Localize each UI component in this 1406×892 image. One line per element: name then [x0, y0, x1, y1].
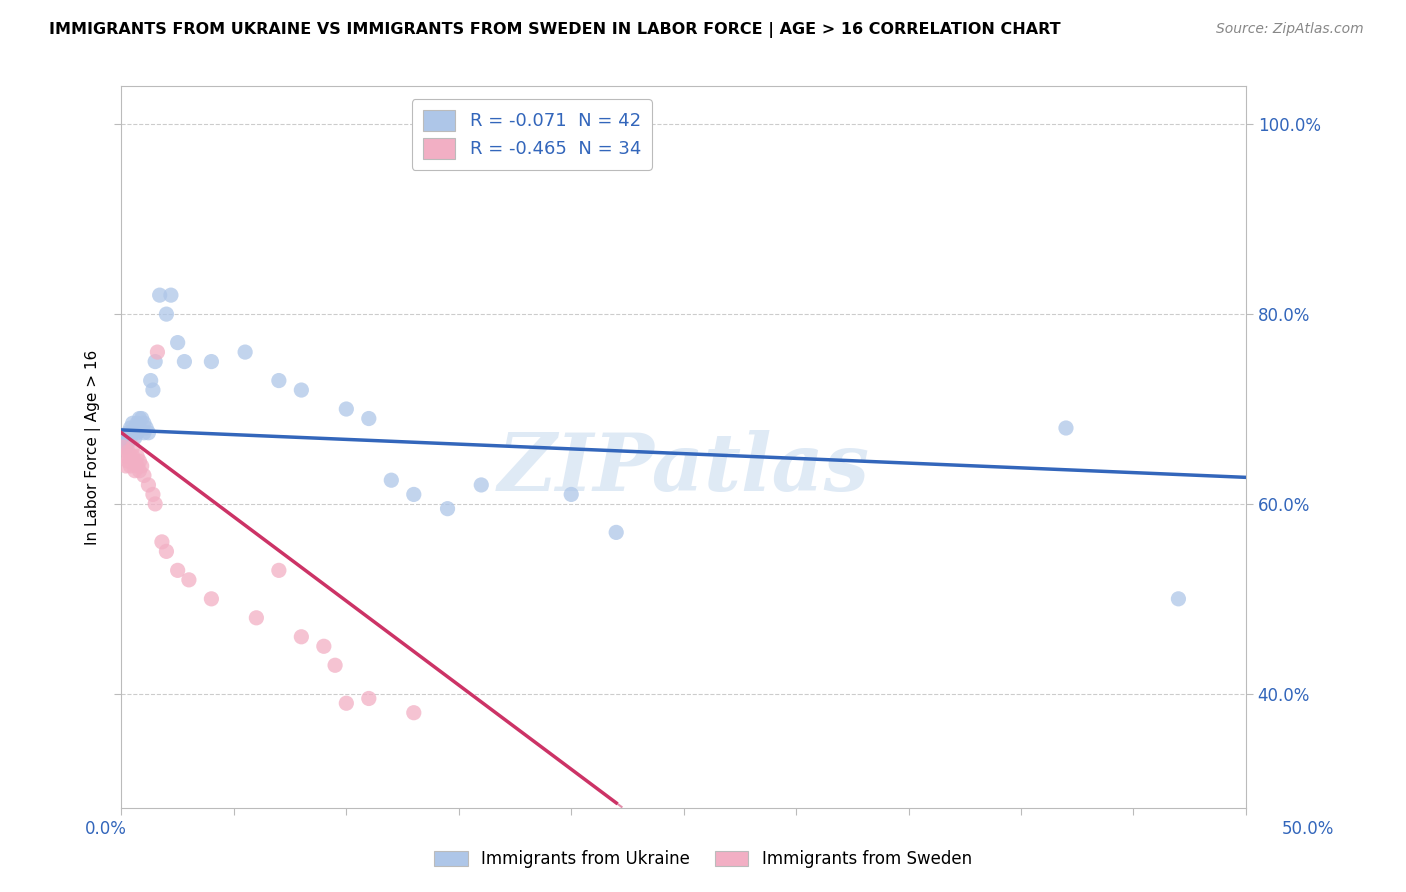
Point: [267, 374, 290, 388]
Point: [357, 411, 380, 425]
Text: 50.0%: 50.0%: [1281, 820, 1334, 838]
Point: [139, 374, 162, 388]
Point: [117, 425, 139, 440]
Point: [200, 591, 222, 606]
Point: [150, 534, 173, 549]
Point: [1054, 421, 1077, 435]
Point: [117, 435, 139, 450]
Point: [470, 478, 492, 492]
Point: [115, 430, 138, 444]
Point: [245, 611, 267, 625]
Point: [128, 464, 150, 478]
Point: [124, 454, 146, 468]
Point: [357, 691, 380, 706]
Point: [1167, 591, 1189, 606]
Point: [166, 335, 188, 350]
Point: [121, 425, 143, 440]
Point: [127, 450, 149, 464]
Point: [132, 417, 155, 431]
Point: [131, 411, 153, 425]
Point: [124, 464, 146, 478]
Point: [146, 345, 169, 359]
Point: [560, 487, 582, 501]
Point: [177, 573, 200, 587]
Point: [143, 354, 166, 368]
Point: [131, 458, 153, 473]
Point: [121, 440, 143, 454]
Point: [115, 440, 138, 454]
Point: [115, 450, 138, 464]
Point: [267, 563, 290, 577]
Point: [120, 430, 142, 444]
Point: [233, 345, 256, 359]
Point: [436, 501, 458, 516]
Point: [112, 435, 135, 450]
Point: [312, 640, 335, 654]
Point: [132, 425, 155, 440]
Point: [155, 544, 177, 558]
Point: [128, 454, 150, 468]
Point: [138, 478, 160, 492]
Point: [127, 458, 149, 473]
Point: [173, 354, 195, 368]
Text: IMMIGRANTS FROM UKRAINE VS IMMIGRANTS FROM SWEDEN IN LABOR FORCE | AGE > 16 CORR: IMMIGRANTS FROM UKRAINE VS IMMIGRANTS FR…: [49, 22, 1062, 38]
Point: [200, 354, 222, 368]
Point: [323, 658, 346, 673]
Text: ZIPatlas: ZIPatlas: [498, 430, 870, 508]
Point: [335, 696, 357, 710]
Point: [160, 288, 183, 302]
Point: [335, 402, 357, 417]
Legend: R = -0.071  N = 42, R = -0.465  N = 34: R = -0.071 N = 42, R = -0.465 N = 34: [412, 99, 652, 169]
Point: [128, 411, 150, 425]
Point: [127, 425, 149, 440]
Point: [380, 473, 402, 487]
Point: [112, 440, 135, 454]
Y-axis label: In Labor Force | Age > 16: In Labor Force | Age > 16: [86, 350, 101, 545]
Point: [121, 417, 143, 431]
Point: [132, 468, 155, 483]
Point: [142, 383, 165, 397]
Legend: Immigrants from Ukraine, Immigrants from Sweden: Immigrants from Ukraine, Immigrants from…: [427, 844, 979, 875]
Point: [117, 454, 139, 468]
Point: [290, 383, 312, 397]
Point: [124, 421, 146, 435]
Point: [402, 706, 425, 720]
Point: [120, 458, 142, 473]
Point: [135, 421, 157, 435]
Point: [124, 430, 146, 444]
Point: [121, 450, 143, 464]
Point: [127, 417, 149, 431]
Point: [138, 425, 160, 440]
Text: Source: ZipAtlas.com: Source: ZipAtlas.com: [1216, 22, 1364, 37]
Point: [166, 563, 188, 577]
Text: 0.0%: 0.0%: [84, 820, 127, 838]
Point: [143, 497, 166, 511]
Point: [117, 444, 139, 458]
Point: [142, 487, 165, 501]
Point: [605, 525, 627, 540]
Point: [120, 450, 142, 464]
Point: [290, 630, 312, 644]
Point: [149, 288, 172, 302]
Point: [402, 487, 425, 501]
Point: [120, 421, 142, 435]
Point: [155, 307, 177, 321]
Point: [128, 421, 150, 435]
Point: [115, 458, 138, 473]
